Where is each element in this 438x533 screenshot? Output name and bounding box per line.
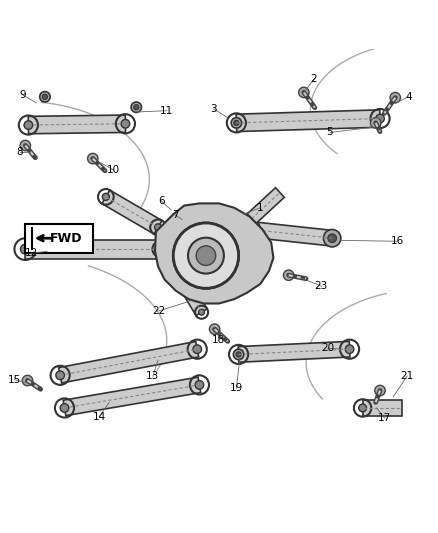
- Circle shape: [375, 385, 385, 396]
- Circle shape: [209, 324, 220, 334]
- Text: 7: 7: [172, 210, 179, 220]
- Text: 20: 20: [321, 343, 334, 353]
- FancyBboxPatch shape: [25, 224, 93, 253]
- Circle shape: [283, 270, 294, 280]
- Circle shape: [371, 118, 381, 128]
- Circle shape: [186, 287, 191, 293]
- Polygon shape: [28, 115, 126, 134]
- Circle shape: [157, 246, 164, 253]
- Circle shape: [232, 118, 241, 127]
- Circle shape: [328, 234, 336, 243]
- Polygon shape: [25, 239, 160, 259]
- Polygon shape: [363, 400, 402, 416]
- Circle shape: [131, 102, 141, 112]
- Text: 13: 13: [146, 371, 159, 381]
- Circle shape: [299, 87, 309, 98]
- Circle shape: [24, 121, 33, 130]
- Circle shape: [22, 375, 33, 386]
- Circle shape: [42, 94, 47, 99]
- Circle shape: [193, 345, 201, 353]
- Circle shape: [195, 381, 204, 389]
- Text: 9: 9: [19, 90, 25, 100]
- Circle shape: [345, 345, 354, 353]
- Circle shape: [248, 225, 255, 233]
- Circle shape: [155, 224, 162, 231]
- Circle shape: [121, 119, 130, 128]
- Text: FWD: FWD: [49, 232, 82, 245]
- Polygon shape: [155, 204, 273, 303]
- Text: 16: 16: [391, 236, 404, 246]
- Text: 21: 21: [400, 371, 413, 381]
- Circle shape: [196, 246, 216, 265]
- Circle shape: [56, 371, 64, 379]
- Text: 6: 6: [158, 196, 165, 206]
- Circle shape: [359, 404, 367, 412]
- Text: 19: 19: [230, 383, 243, 393]
- Circle shape: [178, 219, 186, 227]
- Text: 12: 12: [25, 248, 38, 259]
- Polygon shape: [183, 287, 207, 316]
- Polygon shape: [102, 190, 162, 234]
- Circle shape: [231, 118, 242, 128]
- Text: 4: 4: [405, 92, 412, 102]
- Polygon shape: [247, 188, 284, 223]
- Circle shape: [376, 114, 384, 123]
- Circle shape: [174, 215, 190, 231]
- Text: 23: 23: [314, 281, 328, 291]
- Text: 22: 22: [152, 306, 166, 316]
- Text: 5: 5: [327, 127, 333, 138]
- Polygon shape: [236, 110, 380, 132]
- Text: 18: 18: [212, 335, 225, 345]
- Circle shape: [234, 120, 239, 125]
- Circle shape: [199, 309, 205, 315]
- Circle shape: [188, 238, 224, 273]
- Text: 14: 14: [93, 411, 106, 422]
- Circle shape: [40, 92, 50, 102]
- Text: 1: 1: [257, 203, 264, 213]
- Circle shape: [60, 403, 69, 412]
- Circle shape: [236, 352, 241, 357]
- Circle shape: [21, 244, 30, 254]
- Text: 17: 17: [378, 413, 391, 423]
- Text: 3: 3: [211, 104, 217, 114]
- Circle shape: [196, 246, 216, 265]
- Polygon shape: [238, 341, 350, 362]
- Circle shape: [102, 193, 110, 200]
- Polygon shape: [251, 222, 333, 246]
- Circle shape: [233, 349, 244, 360]
- Circle shape: [173, 223, 239, 288]
- Polygon shape: [63, 377, 201, 416]
- Polygon shape: [59, 342, 199, 383]
- Circle shape: [323, 230, 341, 247]
- Circle shape: [173, 223, 239, 288]
- Text: 15: 15: [8, 375, 21, 385]
- Circle shape: [188, 238, 224, 273]
- Circle shape: [88, 154, 98, 164]
- Text: 2: 2: [311, 75, 317, 84]
- Text: 8: 8: [16, 148, 23, 157]
- Circle shape: [134, 104, 139, 110]
- Circle shape: [234, 350, 243, 359]
- Text: 10: 10: [107, 165, 120, 175]
- Circle shape: [390, 92, 400, 103]
- Text: 11: 11: [160, 106, 173, 116]
- Circle shape: [20, 140, 31, 151]
